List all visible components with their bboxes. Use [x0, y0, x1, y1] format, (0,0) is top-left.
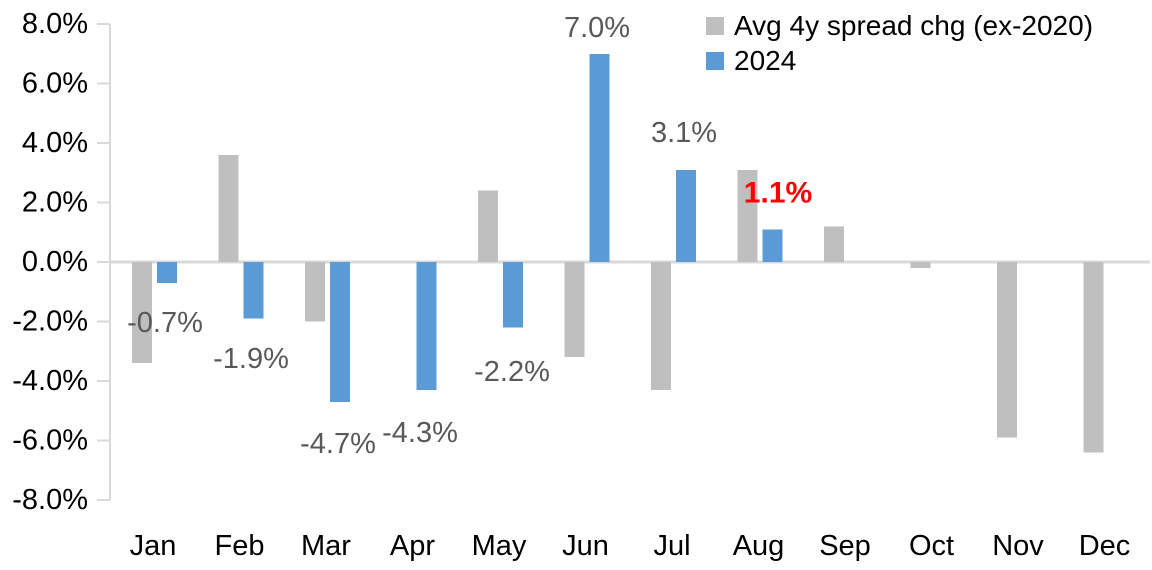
x-axis-label-mar: Mar — [301, 530, 351, 562]
y-axis-tick-label: 4.0% — [22, 127, 88, 159]
x-axis-label-feb: Feb — [215, 530, 265, 562]
bar-avg-feb — [218, 154, 239, 262]
bar-avg-nov — [997, 262, 1017, 438]
bar-avg-oct — [910, 262, 931, 268]
x-axis-label-oct: Oct — [909, 530, 954, 562]
value-label--0.7: -0.7% — [127, 307, 203, 339]
y-axis-tick-label: 0.0% — [22, 246, 88, 278]
value-label--4.3: -4.3% — [382, 417, 458, 449]
bar-2024-aug — [762, 229, 783, 262]
x-axis-label-apr: Apr — [390, 530, 435, 562]
legend-label-avg-4y-spread: Avg 4y spread chg (ex-2020) — [734, 9, 1094, 41]
y-axis-tick-label: -4.0% — [12, 365, 88, 397]
bar-avg-sep — [824, 226, 844, 262]
bar-avg-dec — [1083, 262, 1104, 453]
legend-swatch-gray — [706, 16, 724, 35]
bar-2024-feb — [243, 262, 264, 319]
x-axis-label-nov: Nov — [992, 530, 1044, 562]
bar-avg-mar — [305, 262, 325, 322]
x-axis-label-jun: Jun — [562, 530, 609, 562]
x-axis-label-may: May — [472, 530, 527, 562]
bar-2024-jun — [589, 53, 610, 262]
bar-avg-aug — [737, 169, 758, 262]
legend-label-2024: 2024 — [734, 44, 797, 76]
x-axis-label-jul: Jul — [653, 530, 690, 562]
bar-2024-may — [503, 262, 523, 328]
value-label--1.9: -1.9% — [213, 343, 289, 375]
value-label--2.2: -2.2% — [474, 356, 550, 388]
bar-avg-jan — [132, 262, 152, 364]
y-axis-tick-label: -2.0% — [12, 306, 88, 338]
bar-2024-mar — [330, 262, 350, 402]
y-axis-tick-label: -6.0% — [12, 425, 88, 457]
x-axis-label-sep: Sep — [819, 530, 871, 562]
bar-2024-jan — [157, 262, 177, 283]
y-axis-tick-label: -8.0% — [12, 484, 88, 516]
value-label-1.1: 1.1% — [744, 177, 812, 210]
bar-avg-may — [478, 190, 498, 262]
legend-item-avg-4y-spread: Avg 4y spread chg (ex-2020) — [706, 8, 1093, 43]
y-axis-tick-label: 8.0% — [22, 8, 88, 40]
y-axis-tick-label: 2.0% — [22, 187, 88, 219]
x-axis-label-jan: Jan — [130, 530, 177, 562]
bar-2024-jul — [676, 169, 696, 262]
value-label-7.0: 7.0% — [564, 12, 630, 44]
value-label-3.1: 3.1% — [651, 117, 717, 149]
x-axis-label-dec: Dec — [1079, 530, 1131, 562]
y-axis-tick-label: 6.0% — [22, 68, 88, 100]
bar-avg-jun — [564, 262, 585, 358]
legend: Avg 4y spread chg (ex-2020) 2024 — [706, 8, 1093, 78]
x-axis-label-aug: Aug — [733, 530, 785, 562]
bar-2024-apr — [416, 262, 437, 390]
legend-item-2024: 2024 — [706, 43, 1093, 78]
legend-swatch-blue — [706, 51, 724, 70]
value-label--4.7: -4.7% — [300, 428, 376, 460]
bar-avg-jul — [651, 262, 671, 390]
